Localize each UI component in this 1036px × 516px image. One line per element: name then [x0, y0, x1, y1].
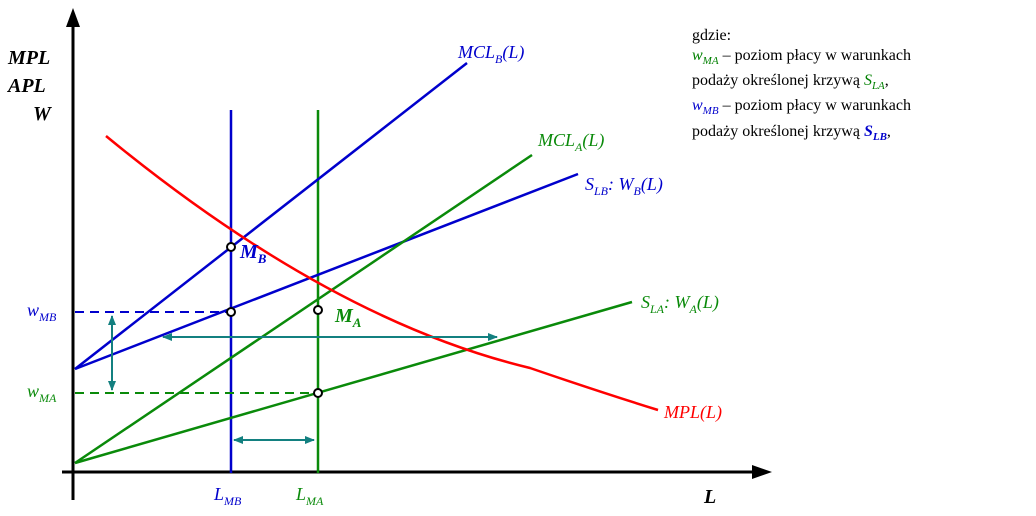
curve-mcl-b	[74, 62, 468, 370]
label-s-lb: SLB: WB(L)	[585, 174, 663, 198]
tick-l-mb: LMB	[213, 484, 242, 508]
point-m-a	[313, 305, 323, 315]
point-w-ma	[313, 388, 323, 398]
y-axis-label-line-2: APL	[6, 75, 46, 97]
x-axis-label: L	[703, 486, 716, 508]
label-mcl-b: MCLB(L)	[457, 42, 524, 66]
label-s-la: SLA: WA(L)	[641, 292, 719, 316]
curve-mcl-a	[74, 153, 533, 465]
y-axis-arrow-icon	[66, 8, 80, 27]
x-axis-arrow-icon	[752, 465, 772, 479]
tick-w-mb: wMB	[27, 300, 57, 324]
label-m-b: MB	[239, 241, 267, 266]
legend-line-2: podaży określonej krzywą SLA,	[692, 72, 889, 93]
legend-block: gdzie: wMA – poziom płacy w warunkach po…	[692, 26, 1032, 147]
legend-line-4: podaży określonej krzywą SLB,	[692, 122, 891, 143]
legend-title: gdzie:	[692, 27, 732, 44]
label-mpl: MPL(L)	[663, 402, 722, 423]
legend-line-3: wMB – poziom płacy w warunkach	[692, 97, 911, 118]
y-axis-label-line-1: MPL	[7, 47, 50, 69]
curve-s-la	[74, 300, 633, 465]
tick-w-ma: wMA	[27, 381, 57, 405]
curve-mpl	[105, 135, 659, 412]
curve-s-lb	[74, 172, 579, 371]
y-axis-label-line-3: W	[33, 103, 52, 125]
label-mcl-a: MCLA(L)	[537, 130, 604, 154]
legend-line-1: wMA – poziom płacy w warunkach	[692, 47, 911, 68]
point-m-b	[226, 242, 236, 252]
point-w-mb	[226, 307, 236, 317]
label-m-a: MA	[334, 305, 362, 330]
tick-l-ma: LMA	[295, 484, 324, 508]
